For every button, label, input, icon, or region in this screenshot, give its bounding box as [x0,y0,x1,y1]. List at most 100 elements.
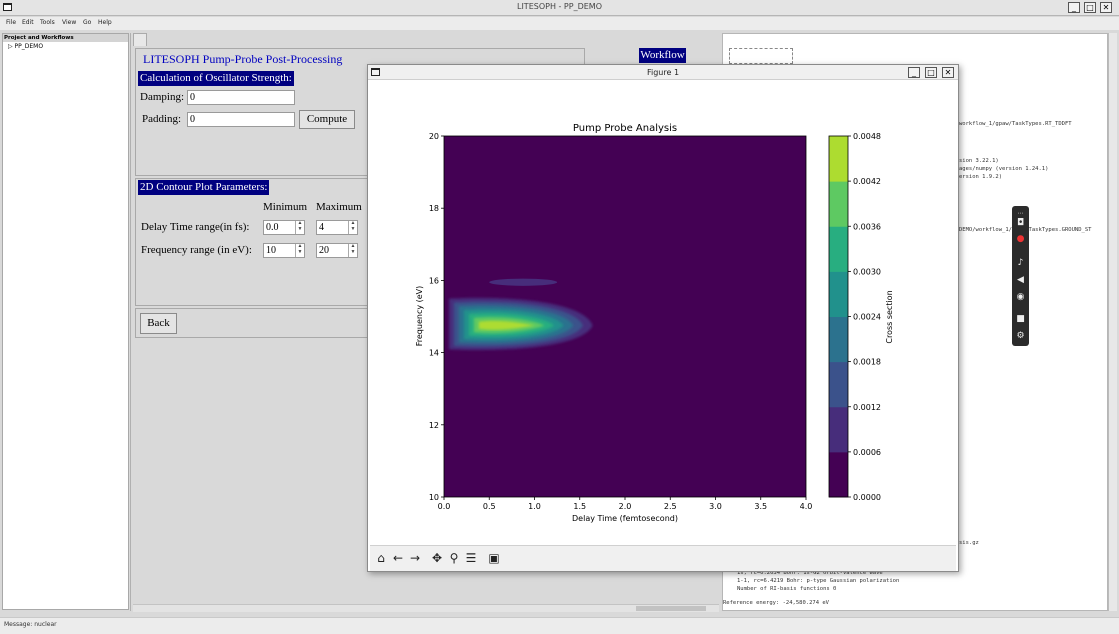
camera-icon[interactable]: ◘ [1016,218,1025,228]
y-tick-label: 14 [429,349,439,358]
status-bar: Message: nuclear [0,617,1119,634]
menu-bar: File Edit Tools View Go Help [0,17,1119,30]
delay-max-spinbox[interactable]: 4 ▲ ▼ [316,220,358,235]
minimize-icon[interactable]: _ [1068,2,1080,13]
menu-go[interactable]: Go [83,19,92,26]
close-icon[interactable]: ✕ [1100,2,1112,13]
spin-arrows-icon[interactable]: ▲ ▼ [348,244,357,257]
spin-arrows-icon[interactable]: ▲ ▼ [295,221,304,234]
x-tick-label: 4.0 [800,502,813,511]
scrollbar-thumb[interactable] [636,606,706,611]
x-tick-label: 0.0 [438,502,451,511]
expand-triangle-icon[interactable]: ▷ [8,43,15,50]
y-tick-label: 12 [429,421,439,430]
x-tick-label: 3.5 [754,502,767,511]
freq-min-spinbox[interactable]: 10 ▲ ▼ [263,243,305,258]
padding-label: Padding: [142,113,182,125]
freq-max-spinbox[interactable]: 20 ▲ ▼ [316,243,358,258]
notebook-tab[interactable] [133,33,147,46]
contour-plot: Pump Probe Analysis 0.0 0.5 1.0 1.5 2.0 2.5 3.… [415,123,894,523]
compute-button[interactable]: Compute [299,110,355,129]
pan-icon[interactable]: ✥ [431,551,443,565]
workflow-label: Workflow [639,48,686,63]
figure-window-title: Figure 1 [646,68,680,77]
damping-input[interactable]: 0 [187,90,295,105]
back-button[interactable]: Back [140,313,177,334]
padding-input[interactable]: 0 [187,112,295,127]
y-tick-label: 16 [429,276,439,285]
contour-section-title: 2D Contour Plot Parameters: [138,180,270,195]
grip-icon[interactable]: ⋯ [1017,210,1024,217]
spin-arrows-icon[interactable]: ▲ ▼ [295,244,304,257]
freq-max-value: 20 [319,245,329,256]
horizontal-scrollbar[interactable] [133,604,719,612]
colorbar-band [829,361,848,408]
save-icon[interactable]: ▣ [488,551,500,565]
x-tick-label: 2.5 [664,502,677,511]
menu-view[interactable]: View [62,19,77,26]
x-tick-label: 2.0 [619,502,632,511]
colorbar-tick-label: 0.0030 [853,267,881,276]
forward-arrow-icon[interactable]: → [409,551,421,565]
home-icon[interactable]: ⌂ [377,551,385,565]
oscillator-section-title: Calculation of Oscillator Strength: [138,71,294,86]
y-tick-label: 18 [429,204,439,213]
delay-range-label: Delay Time range(in fs): [141,221,250,233]
colorbar-tick-label: 0.0042 [853,177,881,186]
webcam-icon[interactable]: ◉ [1016,292,1025,302]
x-axis-ticks: 0.0 0.5 1.0 1.5 2.0 2.5 3.0 3.5 4.0 [438,497,813,511]
spin-arrows-icon[interactable]: ▲ ▼ [348,221,357,234]
log-line: ersion 1.9.2) [959,174,1003,180]
figure-minimize-icon[interactable]: _ [908,67,920,78]
frequency-range-label: Frequency range (in eV): [141,244,252,256]
menu-tools[interactable]: Tools [40,19,55,26]
speaker-icon[interactable]: ◀ [1017,275,1024,285]
settings-gear-icon[interactable]: ⚙ [1016,331,1025,341]
log-line: ages/numpy (version 1.24.1) [959,166,1049,172]
colorbar-tick-label: 0.0000 [853,493,881,502]
menu-help[interactable]: Help [98,19,112,26]
damping-label: Damping: [140,91,184,103]
contour-level-region [478,320,535,330]
zoom-icon[interactable]: ⚲ [449,551,459,565]
colorbar-band [829,136,848,182]
maximize-icon[interactable]: □ [1084,2,1096,13]
figure-close-icon[interactable]: ✕ [942,67,954,78]
tree-node-pp-demo[interactable]: ▷ PP_DEMO [3,43,128,50]
maximum-header: Maximum [316,201,362,213]
colorbar-band [829,451,848,498]
chart-title: Pump Probe Analysis [573,123,677,134]
menu-file[interactable]: File [6,19,17,26]
colorbar-band [829,226,848,272]
window-select-icon[interactable]: ■ [1016,314,1025,324]
delay-min-spinbox[interactable]: 0.0 ▲ ▼ [263,220,305,235]
configure-icon[interactable]: ☰ [465,551,477,565]
figure-maximize-icon[interactable]: □ [925,67,937,78]
log-line: Number of RI-basis functions 0 [737,586,837,592]
figure-window-icon [371,68,380,76]
log-line: 1-1, rc=6.4219 Bohr: p-type Gaussian pol… [737,578,900,584]
project-tree: Project and Workflows ▷ PP_DEMO [2,33,129,610]
colorbar-label: Cross section [885,290,894,343]
vertical-scrollbar[interactable] [1108,33,1117,611]
tree-node-label: PP_DEMO [14,43,44,50]
colorbar-band [829,181,848,227]
y-tick-label: 10 [429,493,439,502]
back-arrow-icon[interactable]: ← [392,551,404,565]
x-tick-label: 1.5 [573,502,586,511]
contour-regions [448,278,593,351]
record-icon[interactable]: ● [1016,234,1025,244]
figure-title-bar: Figure 1 _ □ ✕ [368,65,958,80]
x-tick-label: 1.0 [528,502,541,511]
colorbar [828,135,849,498]
figure-window: Figure 1 _ □ ✕ Pump Probe Analysis 0.0 0.… [367,64,959,572]
log-line: Reference energy: -24,580.274 eV [723,600,829,606]
figure-toolbar: ⌂ ← → ✥ ⚲ ☰ ▣ [370,545,956,571]
microphone-icon[interactable]: ♪ [1017,258,1024,268]
status-message: Message: nuclear [4,621,57,628]
menu-edit[interactable]: Edit [22,19,34,26]
x-axis-label: Delay Time (femtosecond) [572,514,678,523]
colorbar-ticks: 0.0000 0.0006 0.0012 0.0018 0.0024 0.0030 0.00… [848,132,881,502]
page-heading: LITESOPH Pump-Probe Post-Processing [143,52,343,66]
delay-min-value: 0.0 [266,222,279,233]
